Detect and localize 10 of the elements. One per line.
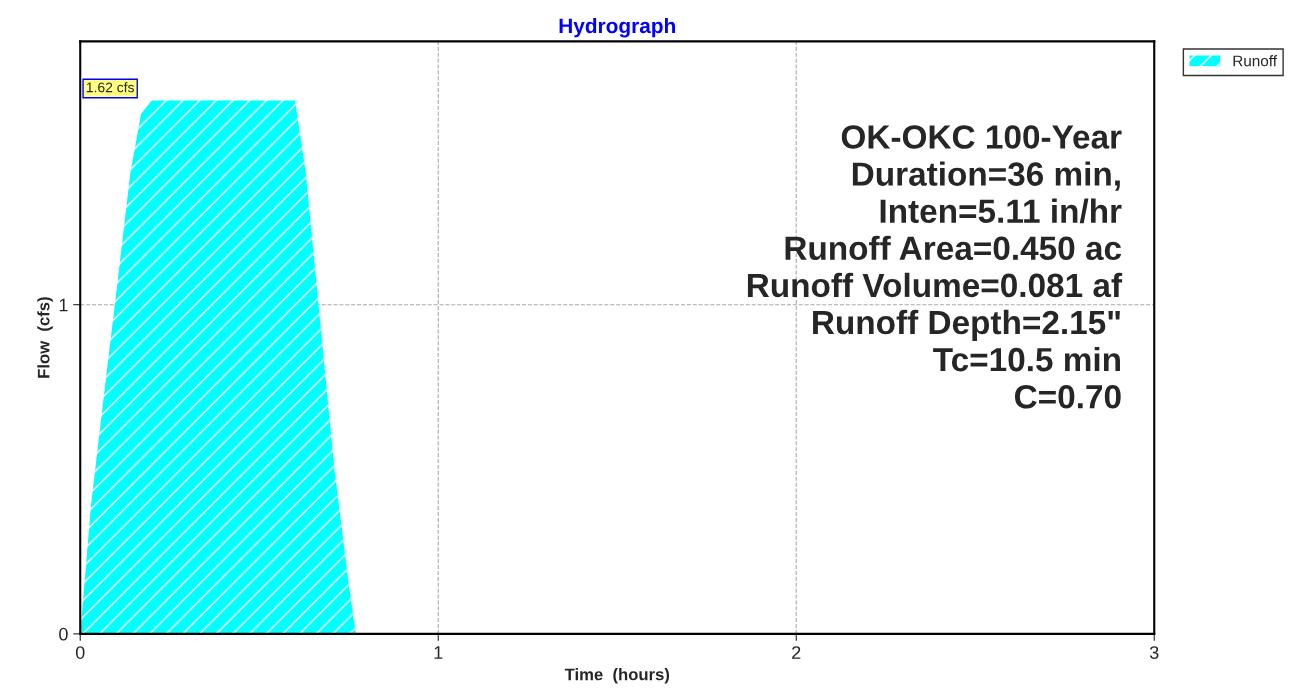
chart-title: Hydrograph [559,17,675,38]
y-axis-title: Flow (cfs) [37,297,53,378]
annotation: OK-OKC 100-Year Duration=36 min, Inten=5.11 in/hr Runoff Area=0.450 ac Runoff Volume=0.081 af Runoff Depth=2.15" Tc=10.5 min C=0.70 [747,125,1123,409]
x-tick-label: 1 [434,646,443,659]
x-tick-label: 0 [75,646,85,659]
legend-label: Runoff [1233,55,1278,67]
x-axis-title: Time (hours) [564,668,670,684]
x-tick-label: 2 [792,646,801,659]
annotation: 1.62 cfs [86,82,134,93]
x-tick-label: 3 [1149,646,1159,659]
